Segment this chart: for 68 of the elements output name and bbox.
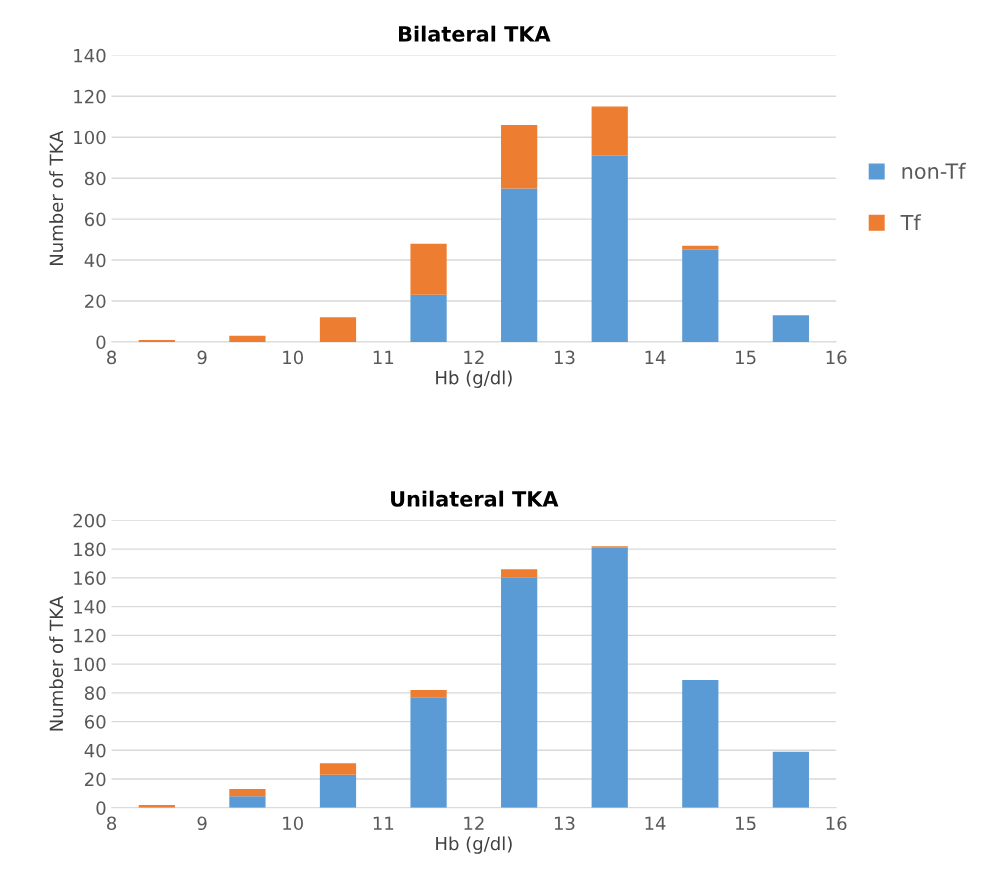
y-tick-label: 60 <box>84 212 106 227</box>
y-tick-label: 200 <box>73 513 106 528</box>
x-tick-label: 12 <box>464 816 484 830</box>
chart-title: Unilateral TKA <box>391 490 559 507</box>
y-tick-label: 20 <box>85 772 106 787</box>
legend-label: non-Tf <box>902 162 966 179</box>
bar <box>229 335 266 342</box>
y-tick-label: 40 <box>84 253 106 268</box>
bar <box>410 294 447 342</box>
bar <box>682 679 719 808</box>
bar <box>591 547 628 808</box>
bar <box>501 569 538 578</box>
x-tick-label: 9 <box>197 350 207 365</box>
x-tick-label: 11 <box>373 816 394 830</box>
y-tick-label: 120 <box>74 89 106 104</box>
bar <box>682 245 719 250</box>
legend-label: Tf <box>900 214 922 231</box>
y-tick-label: 0 <box>96 335 106 350</box>
x-axis-title: Hb (g/dl) <box>436 836 512 854</box>
x-tick-label: 15 <box>736 350 756 365</box>
bar <box>410 689 447 698</box>
y-tick-label: 140 <box>74 48 106 63</box>
chart-title: Bilateral TKA <box>399 25 551 42</box>
bar <box>138 339 175 342</box>
y-tick-label: 60 <box>84 715 106 729</box>
x-tick-label: 16 <box>826 350 847 365</box>
bar <box>772 751 809 808</box>
y-tick-label: 80 <box>84 686 106 700</box>
x-tick-label: 10 <box>283 350 303 365</box>
x-tick-label: 12 <box>464 350 484 364</box>
x-tick-label: 11 <box>373 350 394 364</box>
bar <box>229 796 266 808</box>
x-tick-label: 14 <box>645 350 666 364</box>
x-tick-label: 8 <box>107 816 117 831</box>
x-tick-label: 15 <box>736 816 756 831</box>
bar <box>772 315 809 342</box>
y-tick-label: 40 <box>84 743 106 758</box>
y-tick-label: 160 <box>74 571 106 585</box>
x-tick-label: 13 <box>554 816 575 831</box>
x-axis-title: Hb (g/dl) <box>436 370 512 388</box>
y-axis-title: Number of TKA <box>49 130 64 266</box>
bar <box>501 577 538 808</box>
y-tick-label: 0 <box>96 801 106 815</box>
y-tick-label: 180 <box>74 542 106 557</box>
bar <box>501 188 538 342</box>
bar <box>410 243 447 295</box>
x-tick-label: 16 <box>826 816 847 831</box>
x-tick-label: 13 <box>554 350 575 365</box>
bar <box>319 774 357 808</box>
bar <box>682 249 719 342</box>
y-tick-label: 80 <box>84 171 106 186</box>
y-tick-label: 140 <box>74 600 106 614</box>
y-tick-label: 100 <box>74 130 106 145</box>
x-tick-label: 14 <box>645 816 666 830</box>
y-tick-label: 20 <box>85 294 106 309</box>
bar <box>229 789 266 797</box>
x-tick-label: 9 <box>197 816 207 831</box>
x-tick-label: 8 <box>107 350 117 365</box>
bar <box>319 763 357 775</box>
x-tick-label: 10 <box>283 816 303 831</box>
bar <box>591 155 628 342</box>
y-tick-label: 120 <box>74 628 106 643</box>
bar <box>501 124 538 189</box>
y-tick-label: 100 <box>74 657 106 672</box>
bar <box>319 317 357 342</box>
y-axis-title: Number of TKA <box>49 596 64 731</box>
bar <box>591 106 628 156</box>
bar <box>410 697 447 808</box>
